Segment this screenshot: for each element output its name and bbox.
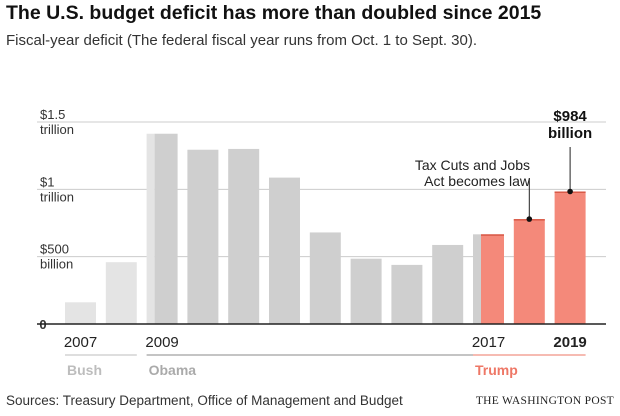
chart-title: The U.S. budget deficit has more than do…: [6, 2, 542, 24]
bar-segment: [146, 133, 155, 324]
x-tick-label: 2017: [472, 334, 505, 351]
event-annotation: Act becomes law: [424, 173, 531, 189]
x-tick-label: 2019: [553, 334, 586, 351]
bar: [391, 264, 423, 324]
event-annotation: Tax Cuts and Jobs: [415, 157, 530, 173]
bar: [65, 302, 96, 324]
bar-top-edge: [481, 234, 504, 236]
value-annotation: $984: [553, 108, 587, 125]
annotation-dot: [567, 188, 573, 195]
bar: [105, 262, 137, 324]
y-tick-label: billion: [40, 257, 73, 272]
bar: [432, 244, 464, 324]
bar-segment: [473, 234, 481, 324]
bar: [309, 232, 341, 324]
source-note: Sources: Treasury Department, Office of …: [6, 393, 403, 408]
y-tick-label: $500: [40, 242, 69, 257]
bar: [481, 234, 504, 324]
annotation-dot: [526, 216, 533, 222]
president-label: Bush: [67, 362, 102, 378]
y-tick-label: $1.5: [40, 107, 65, 122]
bar: [554, 191, 586, 324]
x-tick-label: 2007: [64, 334, 97, 351]
chart-subtitle: Fiscal-year deficit (The federal fiscal …: [6, 32, 478, 49]
president-label: Trump: [475, 362, 518, 378]
x-tick-label: 2009: [145, 334, 178, 351]
bar: [350, 258, 382, 324]
bar: [513, 219, 545, 324]
y-tick-label: $1: [40, 174, 54, 189]
president-label: Obama: [149, 362, 197, 378]
credit-line: THE WASHINGTON POST: [475, 395, 614, 407]
bar: [187, 149, 219, 324]
bar: [228, 148, 260, 324]
bar: [269, 177, 300, 324]
bar: [154, 133, 178, 324]
value-annotation: billion: [548, 125, 592, 142]
y-tick-label: trillion: [40, 122, 74, 137]
y-tick-label: trillion: [40, 189, 74, 204]
